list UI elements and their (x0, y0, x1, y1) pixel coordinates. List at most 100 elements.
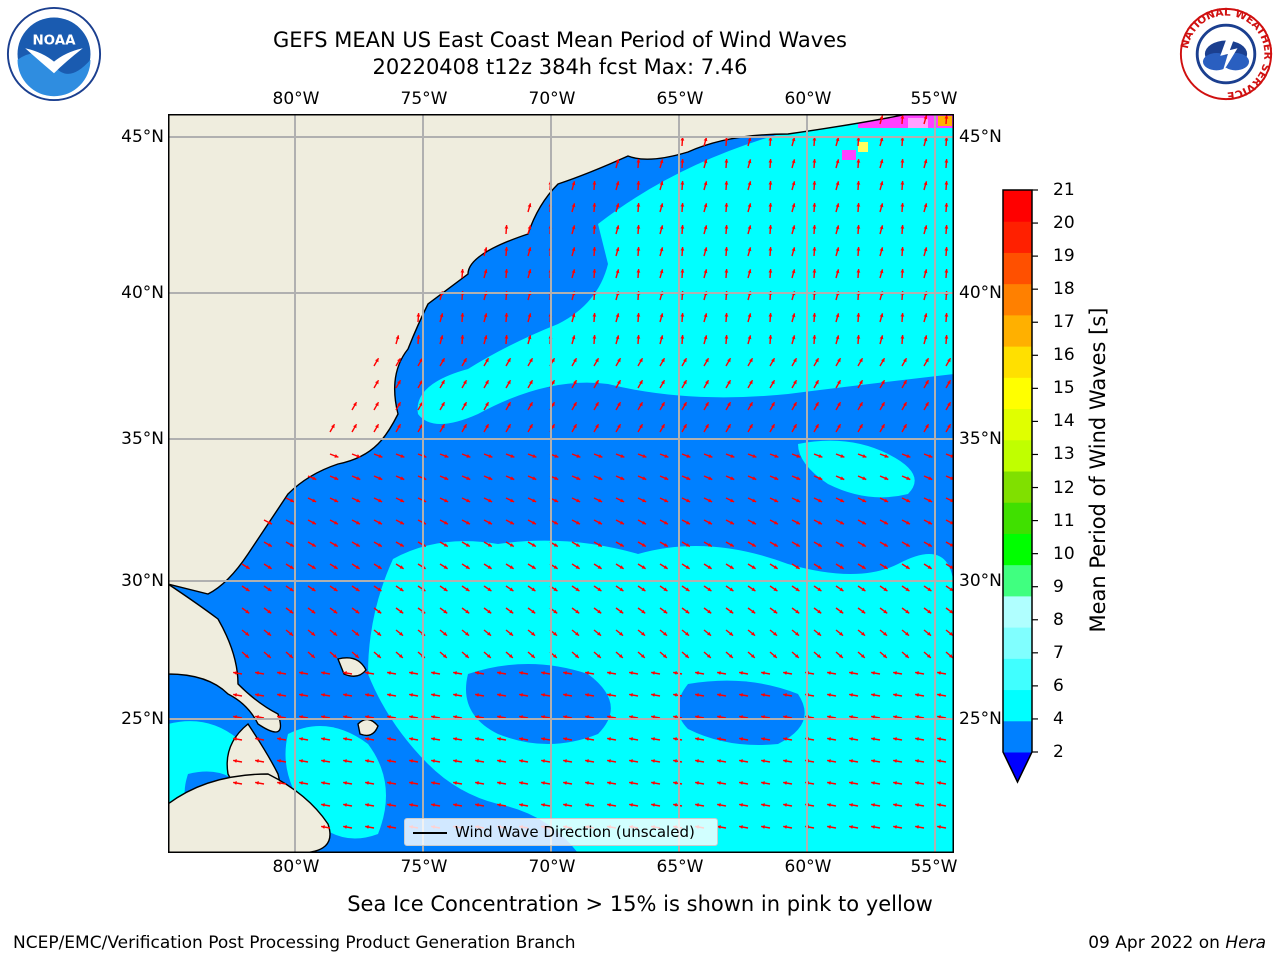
wind-wave-arrowhead (849, 715, 853, 719)
colorbar-tick-label: 15 (1053, 378, 1075, 399)
wind-wave-arrowhead (905, 609, 910, 614)
wind-wave-arrowhead (884, 498, 889, 503)
wind-wave-arrowhead (321, 671, 325, 675)
wind-wave-arrowhead (661, 380, 665, 385)
wind-wave-arrowhead (879, 335, 884, 340)
wind-wave-arrowhead (659, 203, 664, 208)
wind-wave-arrowhead (835, 137, 840, 142)
wind-wave-arrowhead (773, 587, 778, 592)
wind-wave-arrowhead (483, 335, 488, 340)
wind-wave-arrowhead (541, 803, 545, 807)
wind-wave-arrowhead (923, 269, 928, 274)
wind-wave-arrowhead (233, 737, 237, 741)
wind-wave-arrowhead (617, 402, 621, 407)
wind-wave-arrowhead (835, 335, 840, 340)
wind-wave-arrowhead (749, 402, 753, 407)
wind-wave-arrowhead (680, 247, 685, 251)
wind-wave-arrowhead (333, 543, 338, 547)
wind-wave-arrowhead (661, 402, 665, 407)
wind-wave-arrowhead (812, 225, 817, 229)
wind-wave-arrowhead (849, 693, 853, 697)
wind-wave-arrowhead (387, 693, 391, 697)
wind-wave-arrowhead (289, 609, 294, 614)
wind-wave-arrowhead (642, 476, 647, 480)
wind-wave-arrowhead (419, 402, 423, 407)
wind-wave-arrowhead (695, 671, 699, 675)
colorbar-segment (1003, 252, 1032, 285)
wind-wave-arrowhead (277, 759, 281, 763)
wind-wave-arrowhead (409, 671, 413, 675)
wind-wave-arrowhead (585, 759, 589, 763)
wind-wave-arrowhead (773, 609, 778, 614)
wind-wave-arrowhead (575, 520, 580, 525)
wind-wave-arrowhead (925, 424, 929, 429)
wind-wave-arrowhead (773, 631, 778, 636)
wind-wave-arrowhead (245, 565, 250, 569)
wind-wave-arrowhead (597, 609, 602, 614)
wind-wave-arrowhead (859, 424, 863, 429)
wind-wave-arrowhead (497, 737, 501, 741)
wind-wave-arrowhead (356, 454, 361, 458)
wind-wave-arrowhead (531, 565, 536, 569)
wind-wave-arrowhead (483, 247, 488, 252)
wind-wave-arrowhead (708, 454, 713, 458)
wind-wave-arrowhead (739, 715, 743, 719)
wind-wave-arrowhead (541, 759, 545, 763)
wind-wave-arrowhead (923, 335, 928, 340)
wind-wave-arrowhead (531, 587, 536, 592)
wind-wave-arrowhead (900, 313, 905, 317)
colorbar-segment (1003, 533, 1032, 566)
wind-wave-arrowhead (839, 631, 844, 636)
wind-wave-arrowhead (923, 181, 928, 186)
wind-wave-arrowhead (466, 454, 471, 458)
wind-wave-arrowhead (576, 476, 581, 480)
wind-wave-arrowhead (629, 671, 633, 675)
wind-wave-arrowhead (532, 454, 537, 458)
wind-wave-arrowhead (893, 781, 897, 785)
wind-wave-arrowhead (695, 715, 699, 719)
lat-label-right: 45°N (959, 127, 1002, 147)
wind-wave-arrowhead (431, 737, 435, 741)
wind-wave-arrowhead (947, 380, 951, 385)
wind-wave-arrowhead (812, 181, 817, 185)
wind-wave-arrowhead (571, 203, 576, 208)
lon-label-bottom: 55°W (910, 857, 958, 877)
wind-wave-arrowhead (441, 402, 445, 407)
wind-wave-arrowhead (791, 181, 796, 186)
lon-label-bottom: 75°W (400, 857, 448, 877)
wind-wave-arrowhead (255, 671, 259, 675)
wind-wave-arrowhead (900, 203, 905, 207)
wind-wave-arrowhead (321, 825, 325, 829)
wind-wave-arrowhead (795, 520, 800, 525)
wind-wave-arrowhead (923, 203, 928, 208)
wind-wave-arrowhead (574, 654, 579, 658)
wind-wave-arrowhead (925, 358, 929, 363)
chart-title: GEFS MEAN US East Coast Mean Period of W… (273, 28, 847, 52)
wind-wave-arrowhead (507, 358, 511, 363)
wind-wave-arrowhead (900, 335, 905, 339)
wind-wave-arrowhead (664, 498, 669, 503)
wind-wave-arrowhead (541, 715, 545, 719)
wind-wave-arrowhead (531, 609, 536, 614)
wind-wave-arrowhead (827, 825, 831, 829)
colorbar-segment (1003, 720, 1032, 753)
wind-wave-arrowhead (948, 654, 953, 658)
wind-wave-arrowhead (615, 181, 620, 186)
wind-wave-arrowhead (817, 609, 822, 614)
wind-wave-arrowhead (739, 781, 743, 785)
wind-wave-arrowhead (343, 781, 347, 785)
wind-wave-arrowhead (378, 476, 383, 480)
wind-wave-arrowhead (641, 565, 646, 569)
wind-wave-arrowhead (705, 358, 709, 363)
map-gridlines (168, 114, 954, 853)
wind-wave-arrowhead (597, 587, 602, 592)
wind-wave-arrowhead (761, 671, 765, 675)
wind-wave-arrowhead (861, 565, 866, 569)
wind-wave-arrowhead (642, 498, 647, 503)
wind-wave-arrowhead (443, 587, 448, 592)
wind-wave-arrowhead (724, 335, 729, 339)
wind-wave-arrowhead (871, 715, 875, 719)
wind-wave-arrowhead (378, 454, 383, 458)
wind-wave-arrowhead (377, 609, 382, 614)
wind-wave-arrowhead (453, 781, 457, 785)
